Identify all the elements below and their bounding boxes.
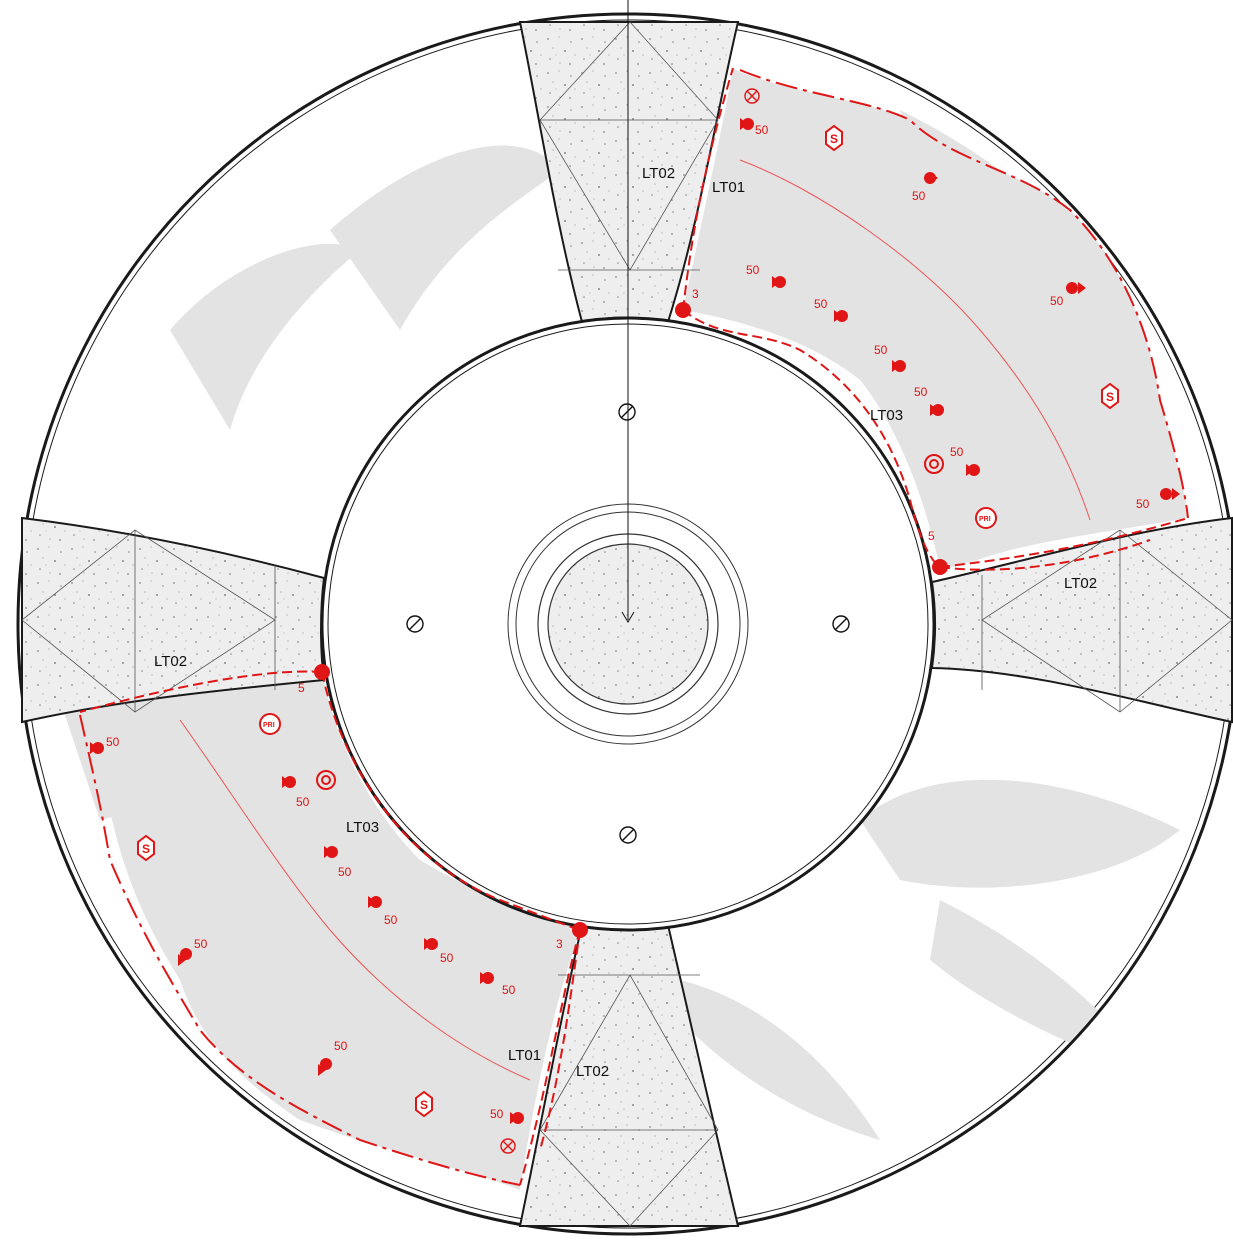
svg-text:S: S <box>142 842 150 856</box>
svg-text:3: 3 <box>692 287 699 301</box>
svg-text:LT03: LT03 <box>870 407 903 424</box>
svg-text:50: 50 <box>502 983 516 997</box>
planting-bed-sw <box>80 672 580 1190</box>
svg-text:50: 50 <box>296 795 310 809</box>
lateral-pipe-lines <box>179 159 1091 1081</box>
svg-text:50: 50 <box>874 343 888 357</box>
backflow-valve-icon <box>316 454 944 790</box>
spray-radius-labels: 50 50 50 50 50 50 50 50 50 50 50 50 50 5… <box>106 123 1150 1121</box>
svg-text:LT03: LT03 <box>346 819 379 836</box>
spray-head-icon <box>90 742 524 1124</box>
svg-text:S: S <box>1106 390 1114 404</box>
spray-head-icon <box>740 118 1180 500</box>
svg-text:LT01: LT01 <box>712 179 745 196</box>
inner-plaza <box>320 0 936 932</box>
svg-text:LT02: LT02 <box>576 1063 609 1080</box>
sensor-icon: S S S S <box>137 124 1119 1118</box>
svg-text:5: 5 <box>298 681 305 695</box>
svg-text:50: 50 <box>334 1039 348 1053</box>
irrigation-zone-boundary <box>79 69 1189 1186</box>
svg-text:50: 50 <box>814 297 828 311</box>
svg-text:50: 50 <box>384 913 398 927</box>
svg-text:LT02: LT02 <box>642 165 675 182</box>
svg-text:50: 50 <box>746 263 760 277</box>
svg-text:50: 50 <box>755 123 769 137</box>
svg-text:S: S <box>420 1098 428 1112</box>
svg-text:50: 50 <box>1136 497 1150 511</box>
quick-coupler-icon <box>500 88 760 1154</box>
svg-text:50: 50 <box>194 937 208 951</box>
svg-text:3: 3 <box>556 937 563 951</box>
valve-size-labels: 3 5 5 3 <box>298 287 935 951</box>
svg-text:50: 50 <box>914 385 928 399</box>
valve-icon <box>314 302 948 938</box>
svg-text:50: 50 <box>950 445 964 459</box>
svg-text:PRI: PRI <box>263 722 275 729</box>
svg-text:50: 50 <box>912 189 926 203</box>
svg-text:50: 50 <box>440 951 454 965</box>
irrigation-supply-lines <box>79 67 1189 1186</box>
svg-text:50: 50 <box>490 1107 504 1121</box>
zone-labels: LT02 LT01 LT03 LT02 LT02 LT03 LT01 LT02 <box>154 165 1097 1080</box>
svg-text:LT02: LT02 <box>1064 575 1097 592</box>
svg-text:50: 50 <box>106 735 120 749</box>
svg-text:S: S <box>830 132 838 146</box>
svg-text:5: 5 <box>928 529 935 543</box>
svg-text:50: 50 <box>338 865 352 879</box>
svg-text:LT02: LT02 <box>154 653 187 670</box>
svg-text:50: 50 <box>1050 294 1064 308</box>
drain-fixture-icon <box>406 403 850 844</box>
pressure-regulator-icon: PRI PRI <box>259 507 997 735</box>
svg-text:PRI: PRI <box>979 516 991 523</box>
svg-text:LT01: LT01 <box>508 1047 541 1064</box>
